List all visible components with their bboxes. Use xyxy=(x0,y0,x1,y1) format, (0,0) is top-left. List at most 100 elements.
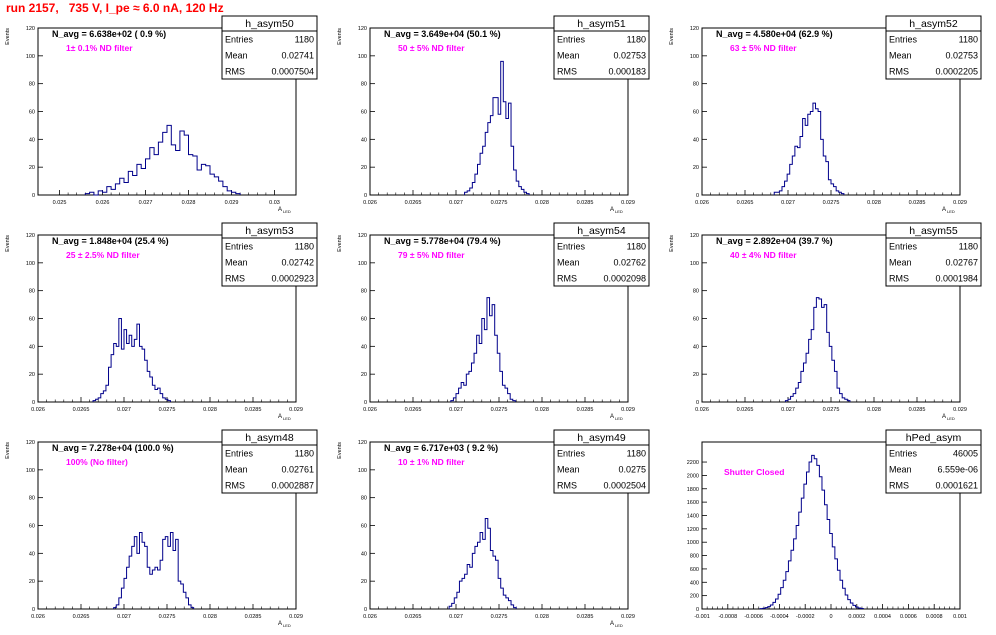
x-tick-label: 0.0275 xyxy=(159,614,176,620)
y-tick-label: 600 xyxy=(690,567,699,573)
stats-value-mean: 0.02741 xyxy=(281,51,314,61)
stats-key-mean: Mean xyxy=(225,51,248,61)
y-tick-label: 120 xyxy=(26,233,35,239)
y-tick-label: 80 xyxy=(361,496,367,502)
x-tick-label: 0.0008 xyxy=(926,614,943,620)
y-tick-label: 60 xyxy=(29,110,35,116)
histogram-svg: 0 20 40 60 80 100 120 0.026 0.0265 0.027 0.0275 0.0… xyxy=(5,222,318,421)
stats-value-mean: 0.02762 xyxy=(613,258,646,268)
y-tick-label: 20 xyxy=(693,165,699,171)
histogram-panel-h_asym49: 0 20 40 60 80 100 120 0.026 0.0265 0.027 0.0275 0.0… xyxy=(332,428,664,635)
y-tick-label: 60 xyxy=(361,317,367,323)
histogram-line-h_asym48 xyxy=(113,531,195,609)
y-tick-label: 0 xyxy=(364,193,367,199)
histogram-name: h_asym55 xyxy=(909,225,958,237)
y-tick-label: 1000 xyxy=(687,540,699,546)
stats-key-rms: RMS xyxy=(225,481,245,491)
histogram-svg: 0 200 400 600 800 1000 1200 1400 1600 1800 2000 220… xyxy=(687,429,982,620)
x-tick-label: 0.0275 xyxy=(491,614,508,620)
y-tick-label: 120 xyxy=(690,233,699,239)
y-tick-label: 2000 xyxy=(687,473,699,479)
filter-annotation: 40 ± 4% ND filter xyxy=(730,250,797,260)
stats-value-rms: 0.0002205 xyxy=(935,67,978,77)
y-tick-label: 20 xyxy=(29,372,35,378)
stats-value-mean: 0.02767 xyxy=(945,258,978,268)
stats-value-rms: 0.0001621 xyxy=(935,481,978,491)
y-tick-label: 80 xyxy=(29,289,35,295)
y-tick-label: 2200 xyxy=(687,460,699,466)
x-tick-label: 0 xyxy=(829,614,832,620)
x-tick-label: -0.0004 xyxy=(770,614,789,620)
stats-key-rms: RMS xyxy=(557,67,577,77)
y-tick-label: 200 xyxy=(690,594,699,600)
navg-label: N_avg = 6.638e+02 ( 0.9 %) xyxy=(52,29,166,39)
x-tick-label: 0.026 xyxy=(695,200,709,206)
histogram-name: h_asym51 xyxy=(577,18,626,30)
stats-key-entries: Entries xyxy=(889,449,918,459)
x-axis-label: ALED xyxy=(278,207,291,214)
y-tick-label: 1200 xyxy=(687,527,699,533)
stats-key-rms: RMS xyxy=(889,481,909,491)
y-tick-label: 1600 xyxy=(687,500,699,506)
x-tick-label: 0.0275 xyxy=(823,200,840,206)
x-tick-label: 0.0006 xyxy=(900,614,917,620)
x-tick-label: 0.029 xyxy=(289,614,303,620)
stats-key-entries: Entries xyxy=(225,35,254,45)
histogram-svg: 0 20 40 60 80 100 120 0.025 0.026 0.027 0.028 0.029… xyxy=(5,15,318,214)
x-tick-label: 0.027 xyxy=(781,200,795,206)
x-tick-label: 0.0265 xyxy=(73,407,90,413)
x-axis-label: ALED xyxy=(278,414,291,421)
y-tick-label: 0 xyxy=(364,400,367,406)
histogram-panel-h_asym53: 0 20 40 60 80 100 120 0.026 0.0265 0.027 0.0275 0.0… xyxy=(0,221,332,428)
y-tick-label: 100 xyxy=(26,54,35,60)
stats-value-mean: 0.0275 xyxy=(618,465,646,475)
stats-key-mean: Mean xyxy=(557,258,580,268)
y-tick-label: 80 xyxy=(693,82,699,88)
y-tick-label: 120 xyxy=(690,26,699,32)
y-tick-label: 400 xyxy=(690,580,699,586)
histogram-svg: 0 20 40 60 80 100 120 0.026 0.0265 0.027 0.0275 0.0… xyxy=(337,222,650,421)
x-tick-label: 0.027 xyxy=(117,614,131,620)
stats-key-rms: RMS xyxy=(557,274,577,284)
x-tick-label: 0.026 xyxy=(363,614,377,620)
x-tick-label: 0.028 xyxy=(535,407,549,413)
y-tick-label: 40 xyxy=(29,344,35,350)
x-axis-label: ALED xyxy=(610,414,623,421)
y-tick-label: 800 xyxy=(690,554,699,560)
stats-key-rms: RMS xyxy=(889,67,909,77)
y-tick-label: 100 xyxy=(690,54,699,60)
x-tick-label: 0.03 xyxy=(269,200,280,206)
histogram-svg: 0 20 40 60 80 100 120 0.026 0.0265 0.027 0.0275 0.0… xyxy=(669,222,982,421)
x-tick-label: 0.0265 xyxy=(405,200,422,206)
x-tick-label: 0.0275 xyxy=(823,407,840,413)
stats-value-mean: 0.02753 xyxy=(945,51,978,61)
x-tick-label: 0.027 xyxy=(449,407,463,413)
stats-box xyxy=(553,15,650,80)
y-tick-label: 40 xyxy=(693,137,699,143)
x-tick-label: -0.0006 xyxy=(744,614,763,620)
y-tick-label: 100 xyxy=(690,261,699,267)
y-tick-label: 80 xyxy=(361,82,367,88)
stats-value-rms: 0.0002923 xyxy=(271,274,314,284)
stats-value-mean: 6.559e-06 xyxy=(937,465,978,475)
histogram-panel-h_asym50: 0 20 40 60 80 100 120 0.025 0.026 0.027 0.028 0.029… xyxy=(0,14,332,221)
stats-value-entries: 1180 xyxy=(627,242,646,252)
stats-box xyxy=(221,429,318,494)
histogram-name: h_asym49 xyxy=(577,432,626,444)
x-tick-label: 0.028 xyxy=(535,200,549,206)
histogram-line-h_asym52 xyxy=(773,102,845,195)
navg-label: N_avg = 3.649e+04 (50.1 %) xyxy=(384,29,501,39)
histogram-line-h_asym51 xyxy=(464,60,530,195)
navg-label: N_avg = 1.848e+04 (25.4 %) xyxy=(52,236,169,246)
x-tick-label: 0.028 xyxy=(203,614,217,620)
x-tick-label: 0.0285 xyxy=(245,407,262,413)
stats-key-entries: Entries xyxy=(889,35,918,45)
x-tick-label: 0.029 xyxy=(225,200,239,206)
x-tick-label: 0.026 xyxy=(363,407,377,413)
y-tick-label: 120 xyxy=(26,26,35,32)
y-tick-label: 60 xyxy=(29,524,35,530)
stats-value-rms: 0.0007504 xyxy=(271,67,314,77)
histogram-name: h_asym48 xyxy=(245,432,294,444)
x-tick-label: 0.028 xyxy=(867,200,881,206)
x-tick-label: 0.029 xyxy=(621,614,635,620)
